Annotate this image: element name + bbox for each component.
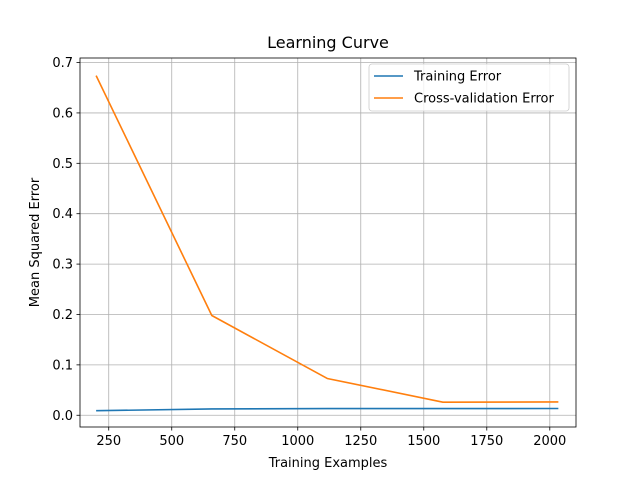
y-tick-label: 0.1 bbox=[52, 358, 73, 373]
legend-box bbox=[368, 63, 570, 112]
series-line-0 bbox=[96, 407, 559, 412]
x-tick-label: 500 bbox=[159, 434, 184, 449]
y-tick-label: 0.3 bbox=[52, 258, 73, 273]
y-tick-label: 0.6 bbox=[52, 106, 73, 121]
axis-ticks: 250 500 750 1000 1250 1500 1750 2000 0.0 0.1 0.2 0.… bbox=[52, 56, 566, 449]
y-tick-label: 0.2 bbox=[52, 308, 73, 323]
x-tick-label: 2000 bbox=[533, 434, 566, 449]
grid-lines bbox=[80, 58, 576, 427]
chart-title: Learning Curve bbox=[267, 33, 389, 52]
y-tick-label: 0.4 bbox=[52, 207, 73, 222]
x-tick-label: 1750 bbox=[470, 434, 503, 449]
y-tick-label: 0.0 bbox=[52, 409, 73, 424]
x-tick-label: 1250 bbox=[344, 434, 377, 449]
legend-label-0: Training Error bbox=[413, 70, 502, 85]
x-axis-label: Training Examples bbox=[268, 456, 388, 471]
x-tick-label: 750 bbox=[222, 434, 247, 449]
x-tick-label: 1000 bbox=[281, 434, 314, 449]
series-line-1 bbox=[95, 75, 559, 403]
x-tick-label: 250 bbox=[96, 434, 121, 449]
y-axis-label: Mean Squared Error bbox=[28, 177, 43, 307]
y-tick-label: 0.7 bbox=[52, 56, 73, 71]
x-tick-label: 1500 bbox=[407, 434, 440, 449]
series-lines bbox=[95, 75, 559, 412]
legend: Training Error Cross-validation Error bbox=[368, 63, 570, 112]
legend-label-1: Cross-validation Error bbox=[414, 92, 554, 107]
y-tick-label: 0.5 bbox=[52, 157, 73, 172]
axes-frame bbox=[79, 57, 577, 428]
